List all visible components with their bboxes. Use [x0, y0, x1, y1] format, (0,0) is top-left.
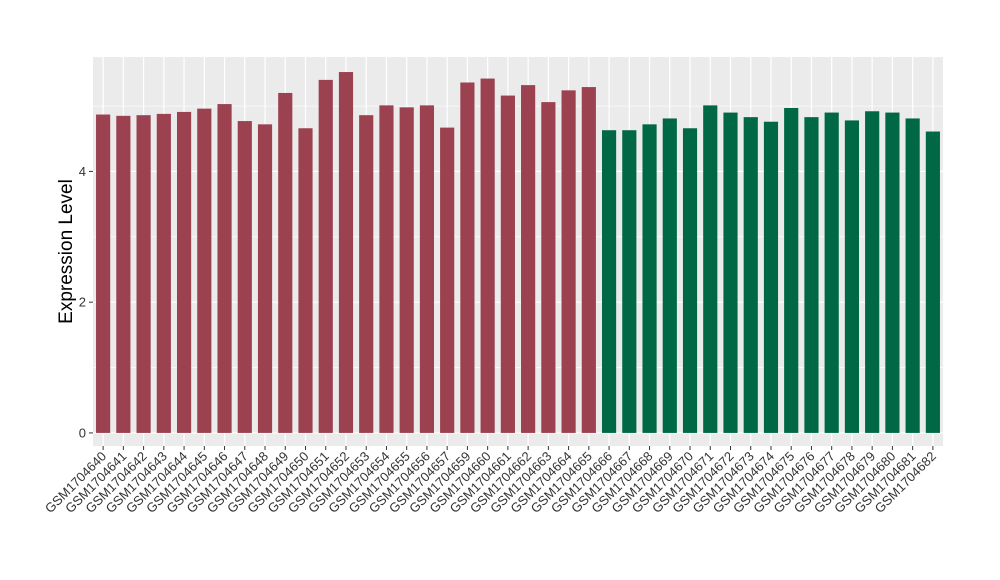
bar-GSM1704669: [662, 118, 677, 433]
bar-GSM1704648: [257, 124, 273, 433]
y-tick-label: 0: [79, 425, 86, 440]
bar-GSM1704659: [460, 82, 475, 433]
bar-GSM1704671: [703, 105, 718, 433]
bar-GSM1704666: [601, 130, 617, 433]
bar-GSM1704664: [561, 90, 576, 433]
y-tick-label: 2: [79, 295, 86, 310]
bar-GSM1704645: [197, 108, 212, 433]
bar-GSM1704670: [682, 128, 698, 433]
bar-GSM1704642: [136, 115, 151, 433]
bar-GSM1704668: [642, 124, 657, 433]
bar-GSM1704667: [622, 130, 637, 433]
bar-GSM1704657: [440, 127, 455, 433]
bar-GSM1704677: [824, 112, 839, 433]
bar-GSM1704640: [96, 114, 111, 433]
x-axis: GSM1704640GSM1704641GSM1704642GSM1704643…: [42, 446, 939, 516]
bar-GSM1704646: [217, 104, 232, 433]
bar-GSM1704653: [359, 115, 374, 433]
plot-panel: [93, 57, 943, 446]
bar-GSM1704680: [885, 112, 900, 433]
bar-GSM1704647: [237, 121, 252, 433]
bar-GSM1704682: [925, 131, 940, 433]
bar-GSM1704644: [176, 111, 192, 433]
bar-GSM1704641: [116, 115, 131, 433]
bars: [96, 72, 940, 433]
bar-GSM1704673: [743, 117, 758, 433]
bar-GSM1704676: [804, 117, 819, 433]
bar-GSM1704649: [278, 92, 293, 433]
bar-GSM1704663: [541, 102, 556, 433]
bar-GSM1704681: [905, 118, 920, 433]
bar-GSM1704655: [399, 107, 414, 433]
bar-GSM1704674: [763, 121, 779, 433]
bar-GSM1704665: [581, 87, 596, 433]
bar-GSM1704662: [521, 85, 536, 433]
bar-GSM1704654: [379, 105, 394, 433]
bar-GSM1704679: [865, 111, 880, 433]
bar-GSM1704651: [318, 79, 333, 433]
bar-GSM1704650: [298, 128, 313, 433]
bar-GSM1704652: [338, 72, 354, 433]
bar-GSM1704661: [500, 95, 515, 433]
bar-GSM1704678: [844, 120, 860, 433]
y-axis-title: Expression Level: [56, 179, 77, 324]
bar-GSM1704660: [480, 78, 495, 433]
bar-GSM1704675: [784, 107, 799, 433]
bar-GSM1704672: [723, 112, 738, 433]
y-tick-label: 4: [79, 164, 86, 179]
y-axis: 0 2 4: [79, 164, 93, 440]
bar-GSM1704643: [156, 113, 171, 433]
bar-GSM1704656: [419, 105, 435, 433]
